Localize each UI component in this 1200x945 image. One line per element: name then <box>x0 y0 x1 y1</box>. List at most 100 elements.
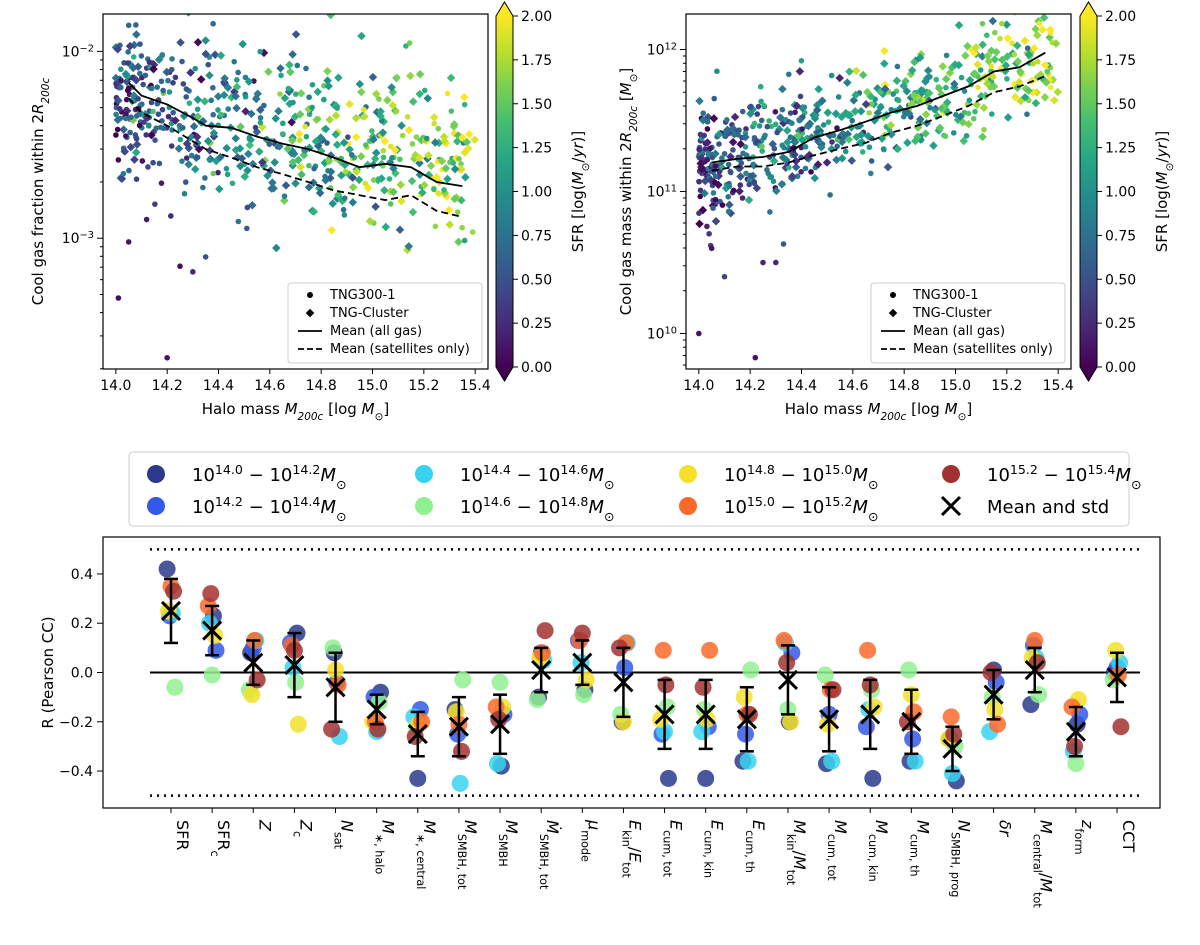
tng300-point <box>742 144 749 150</box>
mean-marker <box>202 620 223 641</box>
colorbar-tick-label: 0.50 <box>521 272 552 288</box>
tng300-point <box>1030 60 1036 67</box>
legend-entry: Mean (all gas) <box>913 324 1005 339</box>
tng300-point <box>159 52 166 58</box>
tng300-point <box>739 108 746 115</box>
cluster-point <box>437 156 447 166</box>
legend-marker-mean <box>940 495 962 517</box>
tng300-point <box>970 115 977 122</box>
tng300-point <box>168 143 175 149</box>
mean-marker <box>777 669 799 690</box>
legend: TNG300-1 TNG-Cluster Mean (all gas) Mean (s… <box>870 282 1066 364</box>
tng300-point <box>294 62 301 69</box>
tng300-point <box>279 131 286 137</box>
cluster-point <box>459 92 469 102</box>
tng300-point <box>306 162 312 169</box>
tng300-point <box>981 126 987 133</box>
point-10-15.0---10-15.2------ <box>413 713 431 731</box>
cluster-point <box>331 130 341 139</box>
tng300-point <box>348 152 355 158</box>
cluster-point <box>380 136 390 146</box>
category-label: M∗, halo <box>373 820 398 874</box>
tng300-point <box>186 100 193 106</box>
tng300-point <box>747 172 754 179</box>
point-10-14.8---10-15.0------ <box>159 602 177 620</box>
tng300-point <box>712 163 719 169</box>
cluster-point <box>268 178 277 187</box>
tng300-point <box>118 77 124 84</box>
point-10-15.2---10-15.4------ <box>824 681 842 699</box>
tng300-point <box>225 106 232 112</box>
cluster-point <box>184 14 193 17</box>
cluster-point <box>286 67 295 77</box>
mean-marker <box>407 724 428 745</box>
cluster-point <box>406 71 415 81</box>
tng300-point <box>394 74 400 81</box>
tng300-point <box>441 187 447 193</box>
cluster-point <box>231 134 240 143</box>
cluster-point <box>332 140 342 149</box>
tng300-point <box>165 77 171 84</box>
y-tick-label: 0.2 <box>71 616 93 632</box>
tng300-point <box>125 49 131 55</box>
cluster-point <box>241 107 250 116</box>
point-10-15.2---10-15.4------ <box>778 654 796 672</box>
cluster-point <box>372 89 381 99</box>
tng300-point <box>972 108 978 115</box>
category-label: δr <box>996 820 1015 838</box>
tng300-point <box>123 96 130 103</box>
colorbar-tick-label: 0.00 <box>1105 360 1136 376</box>
y-tick-label: 1010 <box>647 325 677 343</box>
tng300-point <box>177 136 184 143</box>
y-tick-label: −0.4 <box>59 764 93 780</box>
panel-pearson-correlation: 1014.0 − 1014.2M⊙1014.2 − 1014.4M⊙ 1014.4… <box>39 451 1161 908</box>
legend-entry: 1014.4 − 1014.6M⊙ <box>460 462 615 492</box>
tng300-point <box>202 175 208 181</box>
cluster-point <box>132 140 142 149</box>
tng300-point <box>444 90 451 97</box>
tng300-point <box>697 131 704 138</box>
tng300-point <box>456 156 462 162</box>
tng300-point <box>409 141 416 147</box>
tng300-point <box>413 134 420 140</box>
cluster-point <box>355 79 365 89</box>
cluster-point <box>215 184 224 194</box>
x-tick-label: 15.0 <box>357 378 388 394</box>
legend-entry: 1014.2 − 1014.4M⊙ <box>192 494 347 524</box>
colorbar-tick-label: 0.75 <box>521 228 552 244</box>
tng300-point <box>159 106 166 113</box>
tng300-point <box>754 111 761 117</box>
cluster-point <box>778 84 787 94</box>
colorbar-tick-label: 1.00 <box>521 185 552 201</box>
cluster-point <box>1033 30 1042 40</box>
tng300-point <box>205 61 212 68</box>
cluster-point <box>381 222 391 232</box>
tng300-point <box>114 126 121 133</box>
cluster-point <box>880 46 889 56</box>
tng300-point <box>296 137 303 144</box>
cluster-point <box>408 207 418 217</box>
cluster-point <box>1038 25 1047 34</box>
tng300-point <box>229 180 236 187</box>
cluster-point <box>810 173 820 183</box>
tng300-point <box>802 165 809 172</box>
tng300-point <box>880 146 887 152</box>
cluster-point <box>309 178 318 188</box>
point-10-14.0---10-14.2------ <box>659 769 677 787</box>
tng300-point <box>762 132 768 139</box>
tng300-point <box>140 81 146 88</box>
cluster-point <box>847 156 857 165</box>
tng300-point <box>168 213 174 219</box>
cluster-point <box>201 36 210 45</box>
tng300-point <box>1011 51 1018 58</box>
cluster-point <box>276 64 285 73</box>
category-label: ṀSMBH, tot <box>538 820 563 890</box>
tng300-point <box>999 20 1005 27</box>
tng300-point <box>719 202 726 208</box>
y-tick-label: 1012 <box>647 41 677 59</box>
tng300-point <box>172 74 179 81</box>
tng300-point <box>153 125 160 132</box>
cluster-point <box>357 31 366 41</box>
tng300-point <box>808 169 814 175</box>
tng300-point <box>796 117 803 124</box>
